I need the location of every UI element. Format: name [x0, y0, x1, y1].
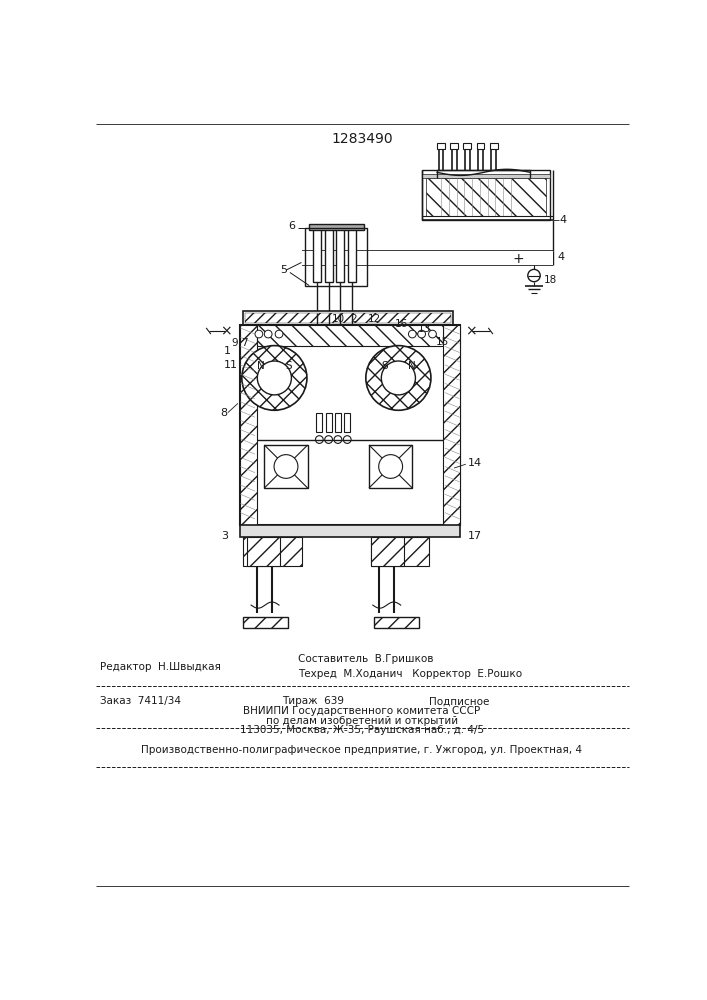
Bar — [240, 325, 257, 525]
Circle shape — [242, 346, 307, 410]
Bar — [464, 143, 472, 149]
Text: 13: 13 — [418, 324, 431, 334]
Circle shape — [257, 361, 291, 395]
Circle shape — [409, 330, 416, 338]
Bar — [245, 312, 451, 323]
Circle shape — [263, 538, 271, 546]
Bar — [313, 228, 321, 282]
Bar — [325, 225, 332, 229]
Text: Подписное: Подписное — [429, 696, 490, 706]
Text: 113035, Москва, Ж-35, Раушская наб., д. 4/5: 113035, Москва, Ж-35, Раушская наб., д. … — [240, 725, 484, 735]
Bar — [373, 617, 419, 628]
Bar — [309, 224, 363, 230]
Bar — [421, 174, 549, 178]
Bar — [243, 311, 452, 325]
Text: 12: 12 — [368, 314, 381, 324]
Circle shape — [344, 436, 351, 443]
Bar — [314, 225, 320, 229]
Bar — [240, 525, 460, 537]
Bar — [349, 225, 355, 229]
Circle shape — [428, 330, 436, 338]
Text: 10: 10 — [332, 314, 345, 324]
Bar — [369, 445, 412, 488]
Circle shape — [418, 330, 426, 338]
Bar — [257, 325, 443, 346]
Bar — [240, 325, 460, 525]
Text: N: N — [409, 361, 416, 371]
Circle shape — [275, 330, 283, 338]
Circle shape — [274, 455, 298, 478]
Bar — [421, 170, 549, 220]
Bar — [243, 537, 301, 566]
Text: по делам изобретений и открытий: по делам изобретений и открытий — [266, 716, 458, 726]
Circle shape — [366, 346, 431, 410]
Bar — [264, 445, 308, 488]
Text: ВНИИПИ Государственного комитета СССР: ВНИИПИ Государственного комитета СССР — [243, 706, 481, 716]
Text: 1: 1 — [224, 346, 231, 356]
Bar — [371, 537, 429, 566]
Text: S: S — [285, 361, 292, 371]
Bar — [325, 413, 332, 432]
Text: ×: × — [221, 324, 232, 338]
Text: Составитель  В.Гришков: Составитель В.Гришков — [298, 654, 433, 664]
Bar — [348, 228, 356, 282]
Text: 18: 18 — [544, 275, 557, 285]
Bar — [450, 143, 458, 149]
Circle shape — [264, 330, 272, 338]
Text: 11: 11 — [224, 360, 238, 370]
Text: 17: 17 — [468, 531, 482, 541]
Text: Техред  М.Ходанич   Корректор  Е.Рошко: Техред М.Ходанич Корректор Е.Рошко — [298, 669, 522, 679]
Text: 5: 5 — [280, 265, 287, 275]
Bar — [337, 228, 344, 282]
Text: 7: 7 — [241, 338, 247, 348]
Text: Производственно-полиграфическое предприятие, г. Ужгород, ул. Проектная, 4: Производственно-полиграфическое предприя… — [141, 745, 583, 755]
Circle shape — [375, 538, 383, 546]
Bar — [344, 413, 351, 432]
Text: 4: 4 — [557, 252, 564, 262]
Bar — [301, 251, 554, 265]
Circle shape — [387, 538, 395, 546]
Bar — [437, 143, 445, 149]
Bar — [337, 225, 344, 229]
Bar — [243, 617, 288, 628]
Text: N: N — [257, 361, 264, 371]
Text: 15: 15 — [436, 337, 449, 347]
Text: 3: 3 — [222, 531, 228, 541]
Bar — [335, 413, 341, 432]
Bar — [426, 178, 546, 216]
Circle shape — [325, 436, 332, 443]
Circle shape — [334, 436, 341, 443]
Text: +: + — [513, 252, 525, 266]
Text: 2: 2 — [351, 314, 357, 324]
Circle shape — [255, 330, 263, 338]
Bar — [305, 228, 368, 286]
Text: 16: 16 — [395, 319, 409, 329]
Text: 6: 6 — [288, 221, 296, 231]
Bar — [443, 325, 460, 525]
Bar — [316, 413, 322, 432]
Text: ×: × — [464, 324, 477, 338]
Text: S: S — [381, 361, 387, 371]
Text: Тираж  639: Тираж 639 — [282, 696, 344, 706]
Circle shape — [251, 538, 259, 546]
Circle shape — [381, 361, 416, 395]
Bar — [325, 228, 332, 282]
Circle shape — [315, 436, 323, 443]
Bar — [490, 143, 498, 149]
Bar — [477, 143, 484, 149]
Text: 1283490: 1283490 — [331, 132, 393, 146]
Text: 9: 9 — [232, 338, 238, 348]
Text: 4: 4 — [559, 215, 567, 225]
Circle shape — [379, 455, 402, 478]
Circle shape — [528, 269, 540, 282]
Text: Редактор  Н.Швыдкая: Редактор Н.Швыдкая — [100, 662, 221, 672]
Bar — [247, 537, 280, 566]
Text: 8: 8 — [220, 408, 227, 418]
Bar — [371, 537, 404, 566]
Text: 14: 14 — [468, 458, 482, 468]
Text: Заказ  7411/34: Заказ 7411/34 — [100, 696, 181, 706]
